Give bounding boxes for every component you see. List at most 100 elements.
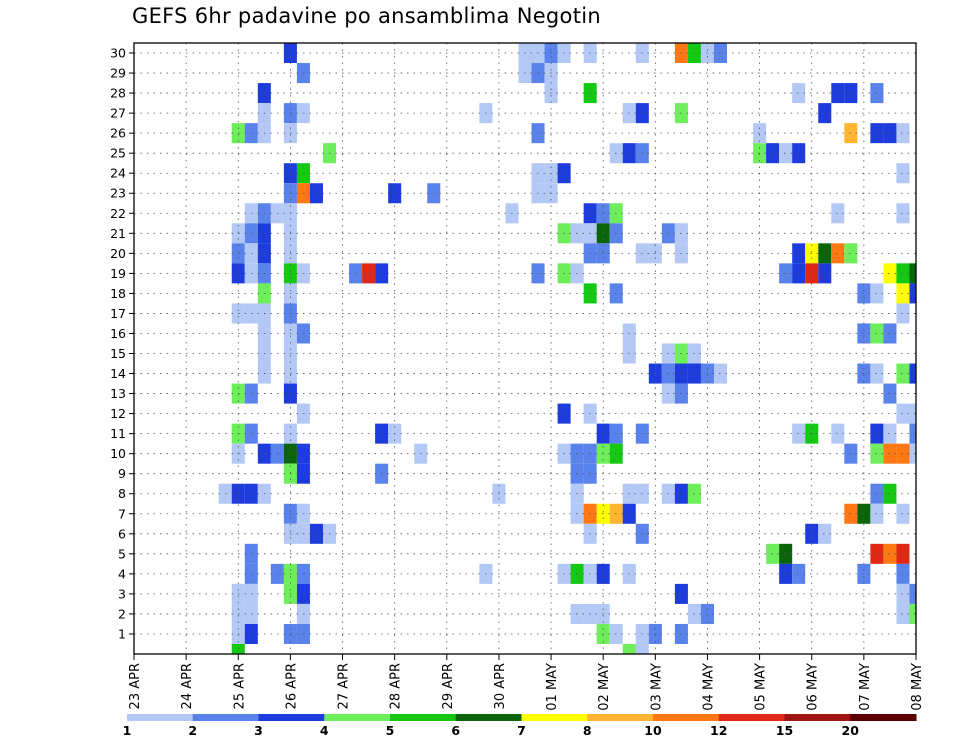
y-tick-label: 6 [118, 526, 126, 541]
heatmap-cell [844, 443, 858, 464]
y-tick-label: 29 [110, 66, 126, 81]
heatmap-cell [896, 563, 910, 584]
colorbar-label: 2 [188, 723, 197, 738]
y-tick-label: 19 [110, 266, 126, 281]
heatmap-cell [909, 583, 916, 604]
colorbar-swatch [455, 714, 522, 721]
heatmap-cell [870, 283, 884, 304]
heatmap-cell [766, 543, 780, 564]
heatmap-cell [896, 163, 910, 184]
heatmap-cell [896, 203, 910, 224]
heatmap-cell [622, 643, 636, 654]
heatmap-cell [870, 83, 884, 104]
x-tick-label: 25 APR [232, 663, 247, 709]
y-tick-label: 22 [110, 206, 126, 221]
colorbar-layer: 1 2 3 4 5 6 7 8 10 12 15 20 [123, 714, 917, 738]
heatmap-cell [805, 243, 819, 264]
x-tick-label: 29 APR [441, 663, 456, 709]
heatmap-cell [805, 523, 819, 544]
heatmap-cell [909, 443, 916, 464]
x-tick-label: 30 APR [493, 663, 508, 709]
x-tick-label: 03 MAY [649, 663, 664, 711]
colorbar-label: 5 [386, 723, 395, 738]
colorbar-label: 6 [451, 723, 460, 738]
heatmap-cell [883, 483, 897, 504]
heatmap-cell [844, 123, 858, 144]
heatmap-cell [818, 263, 832, 284]
y-tick-label: 3 [118, 586, 126, 601]
heatmap-cell [805, 263, 819, 284]
y-tick-label: 27 [110, 106, 126, 121]
colorbar-label: 1 [123, 723, 132, 738]
colorbar-swatch [784, 714, 851, 721]
x-tick-label: 05 MAY [754, 663, 769, 711]
x-tick-label: 28 APR [389, 663, 404, 709]
heatmap-cell [766, 143, 780, 164]
colorbar-label: 8 [583, 723, 592, 738]
heatmap-cell [779, 143, 793, 164]
heatmap-cell [857, 503, 871, 524]
colorbar-swatch [850, 714, 917, 721]
colorbar-swatch [258, 714, 325, 721]
heatmap-cell [857, 563, 871, 584]
heatmap-cell [779, 543, 793, 564]
heatmap-cell [896, 303, 910, 324]
colorbar-swatch [390, 714, 457, 721]
heatmap-cell [870, 543, 884, 564]
heatmap-cell [896, 123, 910, 144]
y-tick-label: 24 [110, 166, 126, 181]
heatmap-cell [909, 363, 916, 384]
heatmap-cell [896, 503, 910, 524]
heatmap-cell [753, 123, 767, 144]
heatmap-cell [857, 363, 871, 384]
x-tick-label: 27 APR [337, 663, 352, 709]
y-tick-label: 10 [110, 446, 126, 461]
heatmap-cell [792, 143, 806, 164]
heatmap-cell [831, 423, 845, 444]
y-tick-label: 4 [118, 566, 126, 581]
colorbar-swatch [324, 714, 391, 721]
heatmap-cell [896, 403, 910, 424]
x-tick-label: 24 APR [180, 663, 195, 709]
heatmap-cell [870, 483, 884, 504]
heatmap-cell [870, 123, 884, 144]
heatmap-cell [883, 383, 897, 404]
heatmap-cell [883, 263, 897, 284]
heatmap-cell [870, 363, 884, 384]
colorbar-label: 4 [320, 723, 329, 738]
heatmap-cell [870, 503, 884, 524]
colorbar-swatch [587, 714, 654, 721]
heatmap-cell [909, 603, 916, 624]
heatmap-cell [779, 263, 793, 284]
heatmap-cell [818, 103, 832, 124]
y-tick-label: 20 [110, 246, 126, 261]
heatmap-cell [883, 123, 897, 144]
y-tick-label: 9 [118, 466, 126, 481]
heatmap-cell [870, 323, 884, 344]
y-tick-label: 2 [118, 606, 126, 621]
heatmap-cell [792, 423, 806, 444]
heatmap-cell [844, 503, 858, 524]
heatmap-cell [831, 243, 845, 264]
heatmap-cell [792, 563, 806, 584]
heatmap-cell [883, 443, 897, 464]
heatmap-cell [896, 543, 910, 564]
heatmap-cell [896, 583, 910, 604]
colorbar-swatch [521, 714, 588, 721]
y-tick-label: 16 [110, 326, 126, 341]
colorbar-swatch [718, 714, 785, 721]
y-tick-label: 11 [110, 426, 126, 441]
y-tick-label: 15 [110, 346, 126, 361]
heatmap-cell [896, 283, 910, 304]
heatmap-cell [818, 523, 832, 544]
heatmap-cell [792, 243, 806, 264]
heatmap-cell [909, 423, 916, 444]
heatmap-cell [857, 323, 871, 344]
heatmap-cell [857, 283, 871, 304]
heatmap-cell [909, 283, 916, 304]
heatmap-cell [896, 363, 910, 384]
x-tick-label: 26 APR [284, 663, 299, 709]
heatmap-cell [896, 443, 910, 464]
x-tick-label: 01 MAY [545, 663, 560, 711]
y-tick-label: 7 [118, 506, 126, 521]
